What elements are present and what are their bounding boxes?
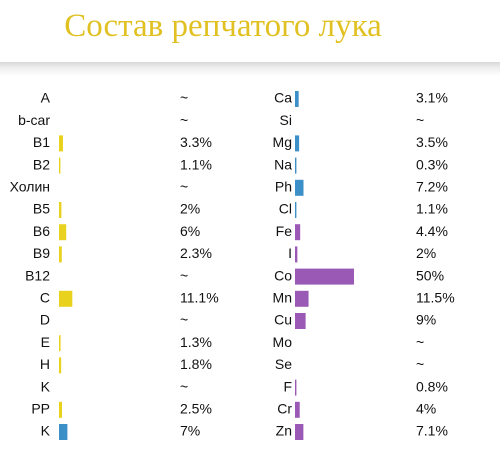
label-si: Si xyxy=(280,112,292,128)
label-mg: Mg xyxy=(273,134,292,150)
bar-mg xyxy=(295,135,300,152)
bar-zn xyxy=(295,424,304,440)
nutrient-chart: A ~ b-car ~ B1 3.3% B2 1.1% Холин ~ B5 2% B6 6% B9 2.3%… xyxy=(10,90,455,440)
bar-h xyxy=(59,357,62,374)
bar-co xyxy=(295,268,354,285)
bar-b9 xyxy=(59,246,62,263)
label-b6: B6 xyxy=(33,223,50,239)
bar-f xyxy=(295,379,297,396)
label-h: H xyxy=(40,356,50,372)
value-se: ~ xyxy=(416,356,424,372)
label-f: F xyxy=(283,378,292,394)
label-b12: B12 xyxy=(25,267,50,283)
bar-c xyxy=(59,290,73,307)
label-a: A xyxy=(41,90,51,106)
value-k: ~ xyxy=(180,378,188,394)
bar-b1 xyxy=(59,135,63,152)
value-k: 7% xyxy=(180,423,200,439)
value-cl: 1.1% xyxy=(416,201,448,217)
header-divider xyxy=(0,62,500,76)
label-e: E xyxy=(41,334,50,350)
value-mn: 11.5% xyxy=(416,290,455,306)
bar-i xyxy=(295,246,298,263)
value-f: 0.8% xyxy=(416,378,448,394)
value-e: 1.3% xyxy=(180,334,212,350)
label-pp: PP xyxy=(31,401,50,417)
value-b5: 2% xyxy=(180,201,200,217)
value-cr: 4% xyxy=(416,401,436,417)
value-c: 11.1% xyxy=(180,290,219,306)
value-co: 50% xyxy=(416,267,444,283)
value-b6: 6% xyxy=(180,223,200,239)
label-mn: Mn xyxy=(273,290,292,306)
value-h: 1.8% xyxy=(180,356,212,372)
bar-na xyxy=(295,157,297,174)
label-i: I xyxy=(288,245,292,261)
label-k: K xyxy=(41,423,51,439)
bar-cr xyxy=(295,401,300,418)
value-ph: 7.2% xyxy=(416,179,448,195)
page-title: Состав репчатого лука xyxy=(64,8,382,44)
bar-mn xyxy=(295,290,309,307)
label-cl: Cl xyxy=(279,201,292,217)
label-c: C xyxy=(40,290,50,306)
value-si: ~ xyxy=(416,112,424,128)
label-ca: Ca xyxy=(274,90,292,106)
label-na: Na xyxy=(274,156,292,172)
label-b9: B9 xyxy=(33,245,50,261)
bar-b6 xyxy=(59,224,67,241)
value-mo: ~ xyxy=(416,334,424,350)
bar-ca xyxy=(295,91,299,107)
bar-k xyxy=(59,424,68,440)
value-b9: 2.3% xyxy=(180,245,212,261)
value-a: ~ xyxy=(180,90,188,106)
value-b-car: ~ xyxy=(180,112,188,128)
bar-pp xyxy=(59,401,62,418)
value-mg: 3.5% xyxy=(416,134,448,150)
value-b1: 3.3% xyxy=(180,134,212,150)
value-cu: 9% xyxy=(416,312,436,328)
label-co: Co xyxy=(274,267,292,283)
label-d: D xyxy=(40,312,50,328)
bar-fe xyxy=(295,224,301,241)
label-cu: Cu xyxy=(274,312,292,328)
bar-cl xyxy=(295,202,297,218)
label-zn: Zn xyxy=(276,423,292,439)
value-b2: 1.1% xyxy=(180,156,212,172)
value-b12: ~ xyxy=(180,267,188,283)
value-ca: 3.1% xyxy=(416,90,448,106)
value-холин: ~ xyxy=(180,179,188,195)
label-b5: B5 xyxy=(33,201,50,217)
bar-b2 xyxy=(59,157,61,174)
value-fe: 4.4% xyxy=(416,223,448,239)
bar-cu xyxy=(295,313,306,329)
label-ph: Ph xyxy=(275,179,292,195)
value-zn: 7.1% xyxy=(416,423,448,439)
label-b1: B1 xyxy=(33,134,50,150)
value-na: 0.3% xyxy=(416,156,448,172)
label-se: Se xyxy=(275,356,292,372)
label-b-car: b-car xyxy=(18,112,50,128)
bar-ph xyxy=(295,179,304,196)
label-cr: Cr xyxy=(277,401,292,417)
value-i: 2% xyxy=(416,245,436,261)
label-холин: Холин xyxy=(10,179,50,195)
label-k: K xyxy=(41,378,51,394)
bar-b5 xyxy=(59,202,62,218)
bar-e xyxy=(59,335,61,352)
label-fe: Fe xyxy=(276,223,293,239)
label-mo: Mo xyxy=(273,334,293,350)
value-d: ~ xyxy=(180,312,188,328)
value-pp: 2.5% xyxy=(180,401,212,417)
label-b2: B2 xyxy=(33,156,50,172)
